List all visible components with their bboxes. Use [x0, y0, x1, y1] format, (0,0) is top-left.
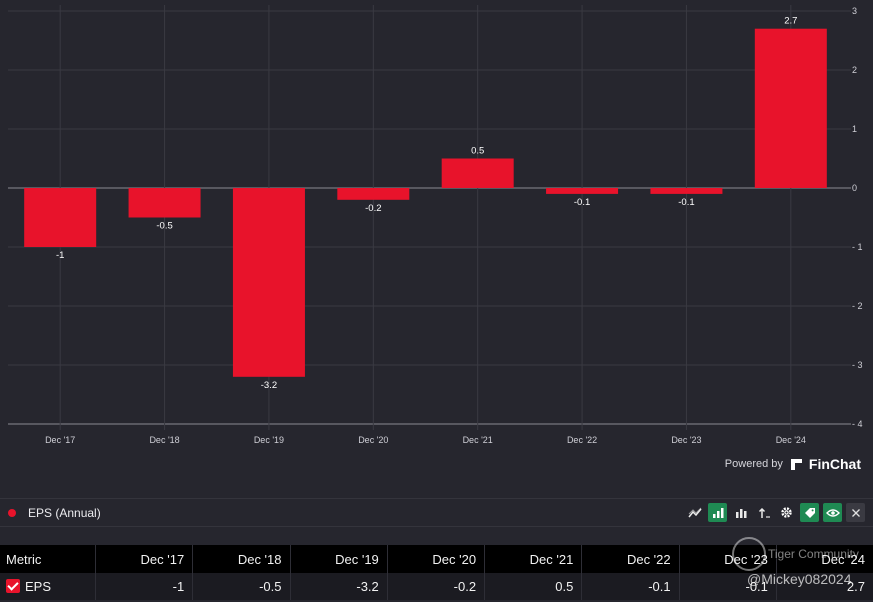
powered-by-label: Powered by [724, 458, 783, 470]
x-tick-label: Dec '17 [45, 435, 75, 445]
finchat-brand: FinChat [808, 456, 861, 472]
table-cell: -0.2 [386, 573, 485, 600]
data-label: -0.1 [678, 197, 694, 208]
bar [24, 188, 97, 247]
bars [24, 28, 827, 377]
bar [337, 188, 410, 200]
sort-icon[interactable] [754, 503, 773, 522]
bar [441, 158, 514, 188]
y-tick-label: 3 [852, 6, 857, 16]
watermark-logo [732, 537, 766, 571]
data-label: -0.5 [156, 221, 172, 232]
data-label: -0.2 [365, 203, 381, 214]
y-tick-label: - 4 [852, 419, 863, 429]
checkbox-eps[interactable] [6, 579, 20, 593]
stacked-bar-icon[interactable] [731, 503, 750, 522]
table-header-cell: Dec '20 [386, 545, 485, 573]
grid-lines [8, 5, 851, 430]
close-icon[interactable] [846, 503, 865, 522]
line-chart-icon[interactable] [685, 503, 704, 522]
bar [546, 188, 619, 194]
bar [128, 188, 201, 218]
legend-dot [8, 509, 16, 517]
bar [232, 188, 305, 377]
chart-toolbar [685, 503, 865, 522]
y-tick-label: 1 [852, 124, 857, 134]
y-tick-label: - 3 [852, 360, 863, 370]
table-header-cell: Dec '17 [94, 545, 193, 573]
table-cell: -1 [94, 573, 193, 600]
watermark-community: Tiger Community [768, 547, 859, 561]
y-tick-label: 2 [852, 65, 857, 75]
bar [754, 28, 827, 189]
x-tick-label: Dec '22 [567, 435, 597, 445]
bar-chart-icon[interactable] [708, 503, 727, 522]
table-cell: 2.7 [775, 573, 873, 600]
bar [650, 188, 723, 194]
finchat-logo-icon [789, 457, 803, 471]
x-tick-label: Dec '21 [463, 435, 493, 445]
x-tick-label: Dec '24 [776, 435, 806, 445]
metrics-table: Metric Dec '17 Dec '18 Dec '19 Dec '20 D… [0, 545, 873, 600]
table-header-cell: Metric [0, 545, 96, 573]
legend-bar: EPS (Annual) [0, 498, 873, 527]
data-labels: -1 -0.5 -3.2 -0.2 0.5 -0.1 -0.1 2.7 [56, 16, 797, 391]
metric-cell: EPS [0, 573, 96, 600]
watermark-user: @Mickey082024 [747, 571, 852, 587]
x-tick-label: Dec '18 [149, 435, 179, 445]
table-header-cell: Dec '19 [289, 545, 388, 573]
y-tick-label: - 1 [852, 242, 863, 252]
table-header-cell: Dec '24 [775, 545, 873, 573]
eye-icon[interactable] [823, 503, 842, 522]
data-label: -3.2 [261, 380, 277, 391]
y-tick-label: 0 [852, 183, 857, 193]
y-axis-ticks: 3 2 1 0 - 1 - 2 - 3 - 4 [852, 6, 863, 429]
powered-by[interactable]: Powered by FinChat [725, 456, 861, 472]
eps-bar-chart: -1 -0.5 -3.2 -0.2 0.5 -0.1 -0.1 2.7 3 2 1 0 - 1 - 2 -… [8, 5, 863, 445]
table-cell: -3.2 [289, 573, 388, 600]
legend-label[interactable]: EPS (Annual) [28, 506, 101, 520]
x-tick-label: Dec '19 [254, 435, 284, 445]
x-tick-label: Dec '20 [358, 435, 388, 445]
metric-name: EPS [25, 579, 52, 594]
tag-icon[interactable] [800, 503, 819, 522]
data-label: 2.7 [784, 16, 797, 27]
data-label: -0.1 [574, 197, 590, 208]
table-header-cell: Dec '22 [581, 545, 680, 573]
data-label: 0.5 [471, 146, 484, 157]
data-label: -1 [56, 250, 64, 261]
y-tick-label: - 2 [852, 301, 863, 311]
table-cell: -0.1 [678, 573, 777, 600]
table-cell: -0.5 [192, 573, 290, 600]
x-axis-ticks: Dec '17 Dec '18 Dec '19 Dec '20 Dec '21 Dec '… [45, 435, 806, 445]
gear-icon[interactable] [777, 503, 796, 522]
table-header-cell: Dec '18 [192, 545, 290, 573]
table-header-cell: Dec '21 [484, 545, 582, 573]
x-tick-label: Dec '23 [671, 435, 701, 445]
table-row: EPS -1 -0.5 -3.2 -0.2 0.5 -0.1 -0.1 2.7 [0, 573, 873, 600]
table-cell: 0.5 [484, 573, 582, 600]
table-cell: -0.1 [581, 573, 680, 600]
